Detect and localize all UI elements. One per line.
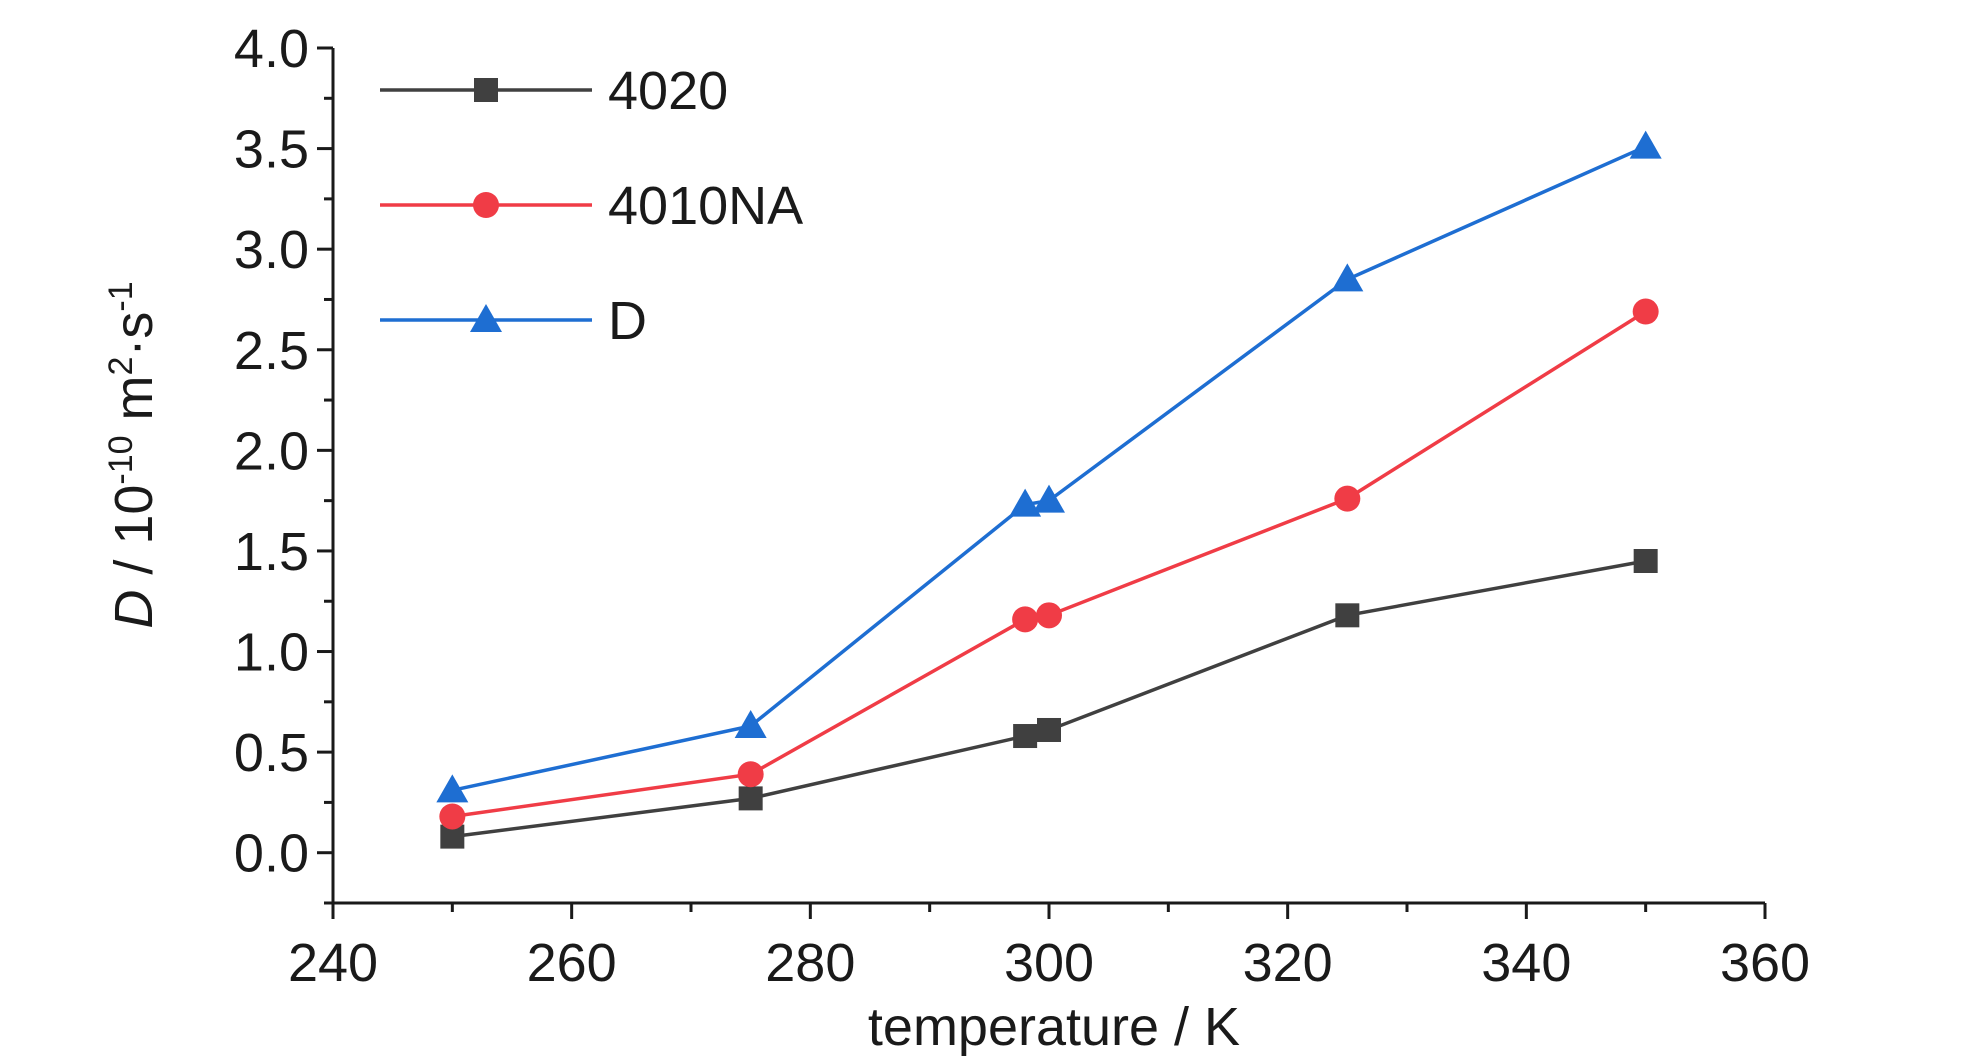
- y-axis-title-unit2: ·s: [104, 312, 164, 357]
- y-axis-title-exp1: -10: [102, 435, 140, 484]
- y-axis-title-separator: / 10: [104, 485, 164, 590]
- y-axis-title-exp3: -1: [102, 281, 140, 311]
- x-tick-label: 240: [288, 933, 378, 993]
- data-point: [737, 761, 764, 788]
- y-tick-label: 3.0: [234, 220, 309, 280]
- legend-item-4010na: 4010NA: [380, 176, 803, 236]
- series-layer: [436, 130, 1662, 849]
- y-axis-title-symbol: D: [104, 590, 164, 629]
- x-axis-ticks: 240 260 280 300 320 340 360: [288, 903, 1810, 993]
- series-4010na: [439, 298, 1659, 830]
- y-tick-label: 3.5: [234, 120, 309, 180]
- y-axis-title-exp2: 2: [102, 357, 140, 376]
- y-tick-label: 0.0: [234, 824, 309, 884]
- axes: [331, 48, 1765, 905]
- data-point: [1013, 724, 1038, 749]
- legend-label: D: [608, 291, 647, 351]
- data-point: [1335, 603, 1360, 628]
- data-point: [1033, 484, 1065, 513]
- y-axis-title: D / 10-10 m2·s-1: [102, 281, 164, 628]
- y-axis-ticks: 0.0 0.5 1.0 1.5 2.0 2.5 3.0 3.5 4.0: [234, 19, 333, 905]
- y-tick-label: 4.0: [234, 19, 309, 79]
- x-tick-label: 280: [765, 933, 855, 993]
- y-axis-title-unit1: m: [104, 375, 164, 435]
- data-point: [439, 803, 466, 830]
- legend-marker: [470, 304, 502, 332]
- series-4020: [440, 549, 1658, 849]
- data-point: [1036, 602, 1062, 629]
- data-point: [1633, 549, 1658, 573]
- series-d: [436, 130, 1662, 803]
- x-tick-label: 300: [1004, 933, 1094, 993]
- data-point: [436, 774, 469, 803]
- y-tick-label: 1.5: [234, 522, 309, 582]
- x-tick-label: 320: [1243, 933, 1333, 993]
- y-tick-label: 2.0: [234, 421, 309, 481]
- legend-marker: [473, 192, 499, 218]
- y-tick-label: 2.5: [234, 321, 309, 381]
- data-point: [1629, 130, 1662, 159]
- series-line: [451, 144, 1647, 793]
- x-axis-title: temperature / K: [868, 997, 1240, 1057]
- data-point: [1037, 717, 1061, 742]
- data-point: [1632, 298, 1659, 325]
- data-point: [1331, 263, 1364, 292]
- legend-label: 4020: [608, 61, 728, 121]
- data-point: [1334, 485, 1361, 512]
- legend-marker: [474, 78, 498, 102]
- x-tick-label: 360: [1720, 933, 1810, 993]
- x-tick-label: 260: [527, 933, 617, 993]
- data-point: [738, 786, 763, 811]
- y-tick-label: 0.5: [234, 723, 309, 783]
- legend-label: 4010NA: [608, 176, 803, 236]
- legend-item-4020: 4020: [380, 61, 728, 121]
- data-point: [1009, 488, 1042, 517]
- y-tick-label: 1.0: [234, 623, 309, 683]
- legend-item-d: D: [380, 291, 647, 351]
- data-point: [1012, 606, 1039, 633]
- legend: 4020 4010NA D: [380, 61, 803, 351]
- data-point: [734, 709, 767, 738]
- x-tick-label: 340: [1481, 933, 1571, 993]
